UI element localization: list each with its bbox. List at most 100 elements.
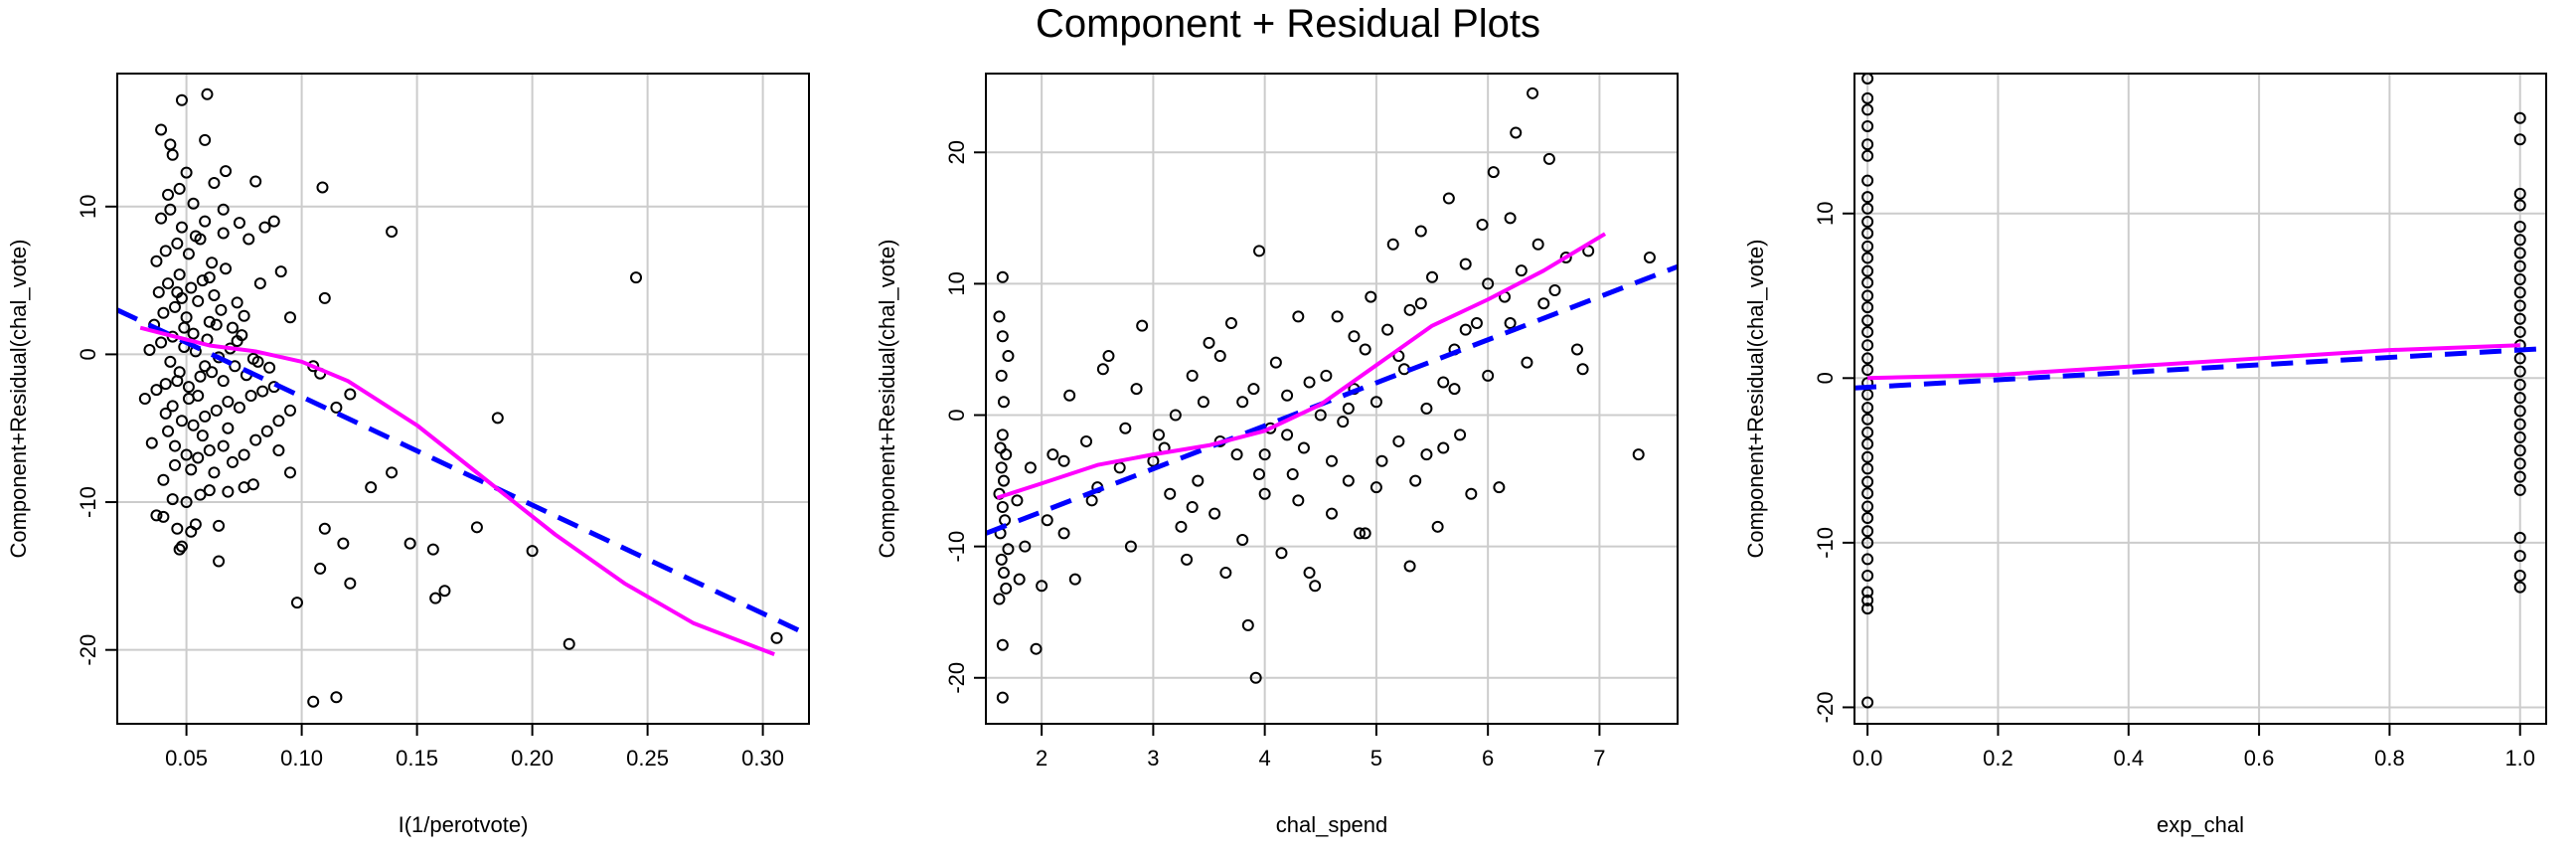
data-point [996, 330, 1009, 343]
data-point [316, 181, 329, 194]
data-point [227, 321, 239, 334]
data-point [192, 390, 205, 403]
data-point [1515, 264, 1528, 277]
data-point [997, 567, 1010, 580]
data-point [2513, 569, 2526, 582]
data-point [173, 366, 186, 379]
data-point [1861, 500, 1874, 513]
data-point [220, 262, 233, 275]
data-point [1303, 376, 1316, 389]
smooth-line [139, 325, 775, 657]
linear-fit-line [986, 263, 1678, 536]
data-point [993, 310, 1006, 323]
data-point [274, 265, 287, 278]
data-point [996, 501, 1009, 513]
data-point [222, 395, 235, 408]
data-point [220, 165, 233, 178]
data-point [2513, 286, 2526, 299]
data-point [1241, 618, 1254, 631]
data-point [1861, 74, 1874, 85]
data-point [330, 691, 343, 704]
data-point [1537, 297, 1550, 310]
data-point [180, 448, 193, 461]
y-axis-title: Component+Residual(chal_vote) [1743, 239, 1768, 558]
x-axis-title: exp_chal [2157, 812, 2244, 837]
data-point [997, 396, 1010, 409]
data-point [171, 237, 184, 250]
linear-fit-line [117, 307, 809, 638]
data-point [217, 203, 230, 216]
data-point [284, 466, 296, 479]
data-point [155, 212, 168, 225]
data-point [1124, 540, 1137, 553]
data-point [330, 401, 343, 414]
data-point [284, 311, 296, 324]
data-point [1181, 553, 1194, 566]
data-point [1186, 501, 1199, 513]
data-point [1002, 543, 1015, 556]
y-tick-label: 20 [944, 140, 969, 164]
data-point [1861, 264, 1874, 277]
data-point [1861, 174, 1874, 187]
data-point [2513, 272, 2526, 285]
x-tick-label: 1.0 [2504, 746, 2535, 771]
data-point [995, 553, 1008, 566]
data-point [386, 226, 399, 239]
data-point [203, 484, 216, 497]
data-point [246, 352, 259, 365]
data-point [1861, 402, 1874, 415]
data-point [1247, 383, 1260, 396]
data-point [185, 463, 198, 476]
data-point [175, 415, 188, 428]
data-point [256, 385, 269, 398]
data-point [189, 518, 202, 531]
x-tick-label: 0.20 [511, 746, 554, 771]
data-point [217, 439, 230, 452]
data-point [162, 425, 175, 437]
data-point [157, 306, 170, 319]
data-point [2513, 220, 2526, 233]
data-point [150, 255, 163, 267]
data-point [1861, 240, 1874, 253]
data-point [1861, 314, 1874, 327]
data-point [1861, 339, 1874, 352]
data-point [1861, 352, 1874, 365]
data-point [2513, 234, 2526, 247]
data-point [166, 400, 179, 413]
data-point [206, 257, 219, 269]
data-point [1354, 527, 1367, 540]
data-point [1861, 276, 1874, 289]
data-point [1861, 536, 1874, 549]
data-point [155, 123, 168, 136]
data-point [1482, 369, 1495, 382]
data-point [1297, 441, 1310, 454]
data-point [2513, 312, 2526, 325]
data-point [2513, 470, 2526, 483]
data-point [1096, 363, 1109, 376]
data-point [1420, 448, 1433, 461]
x-tick-label: 7 [1593, 746, 1605, 771]
data-point [1213, 350, 1226, 363]
data-point [995, 461, 1008, 474]
data-point [1442, 192, 1455, 205]
data-point [1465, 487, 1478, 500]
data-point [1510, 126, 1523, 139]
data-point [1527, 86, 1539, 99]
data-point [1359, 527, 1371, 540]
data-point [210, 404, 223, 417]
data-point [208, 176, 221, 189]
data-point [1861, 227, 1874, 240]
data-point [1068, 573, 1081, 586]
data-point [337, 537, 350, 550]
data-point [1576, 363, 1589, 376]
data-point [630, 271, 642, 284]
data-point [491, 412, 504, 425]
data-point [1365, 290, 1377, 303]
data-point [1861, 696, 1874, 709]
data-point [1504, 317, 1517, 330]
linear-fit-line [1854, 346, 2546, 391]
data-point [1269, 356, 1282, 369]
data-point [2513, 247, 2526, 259]
